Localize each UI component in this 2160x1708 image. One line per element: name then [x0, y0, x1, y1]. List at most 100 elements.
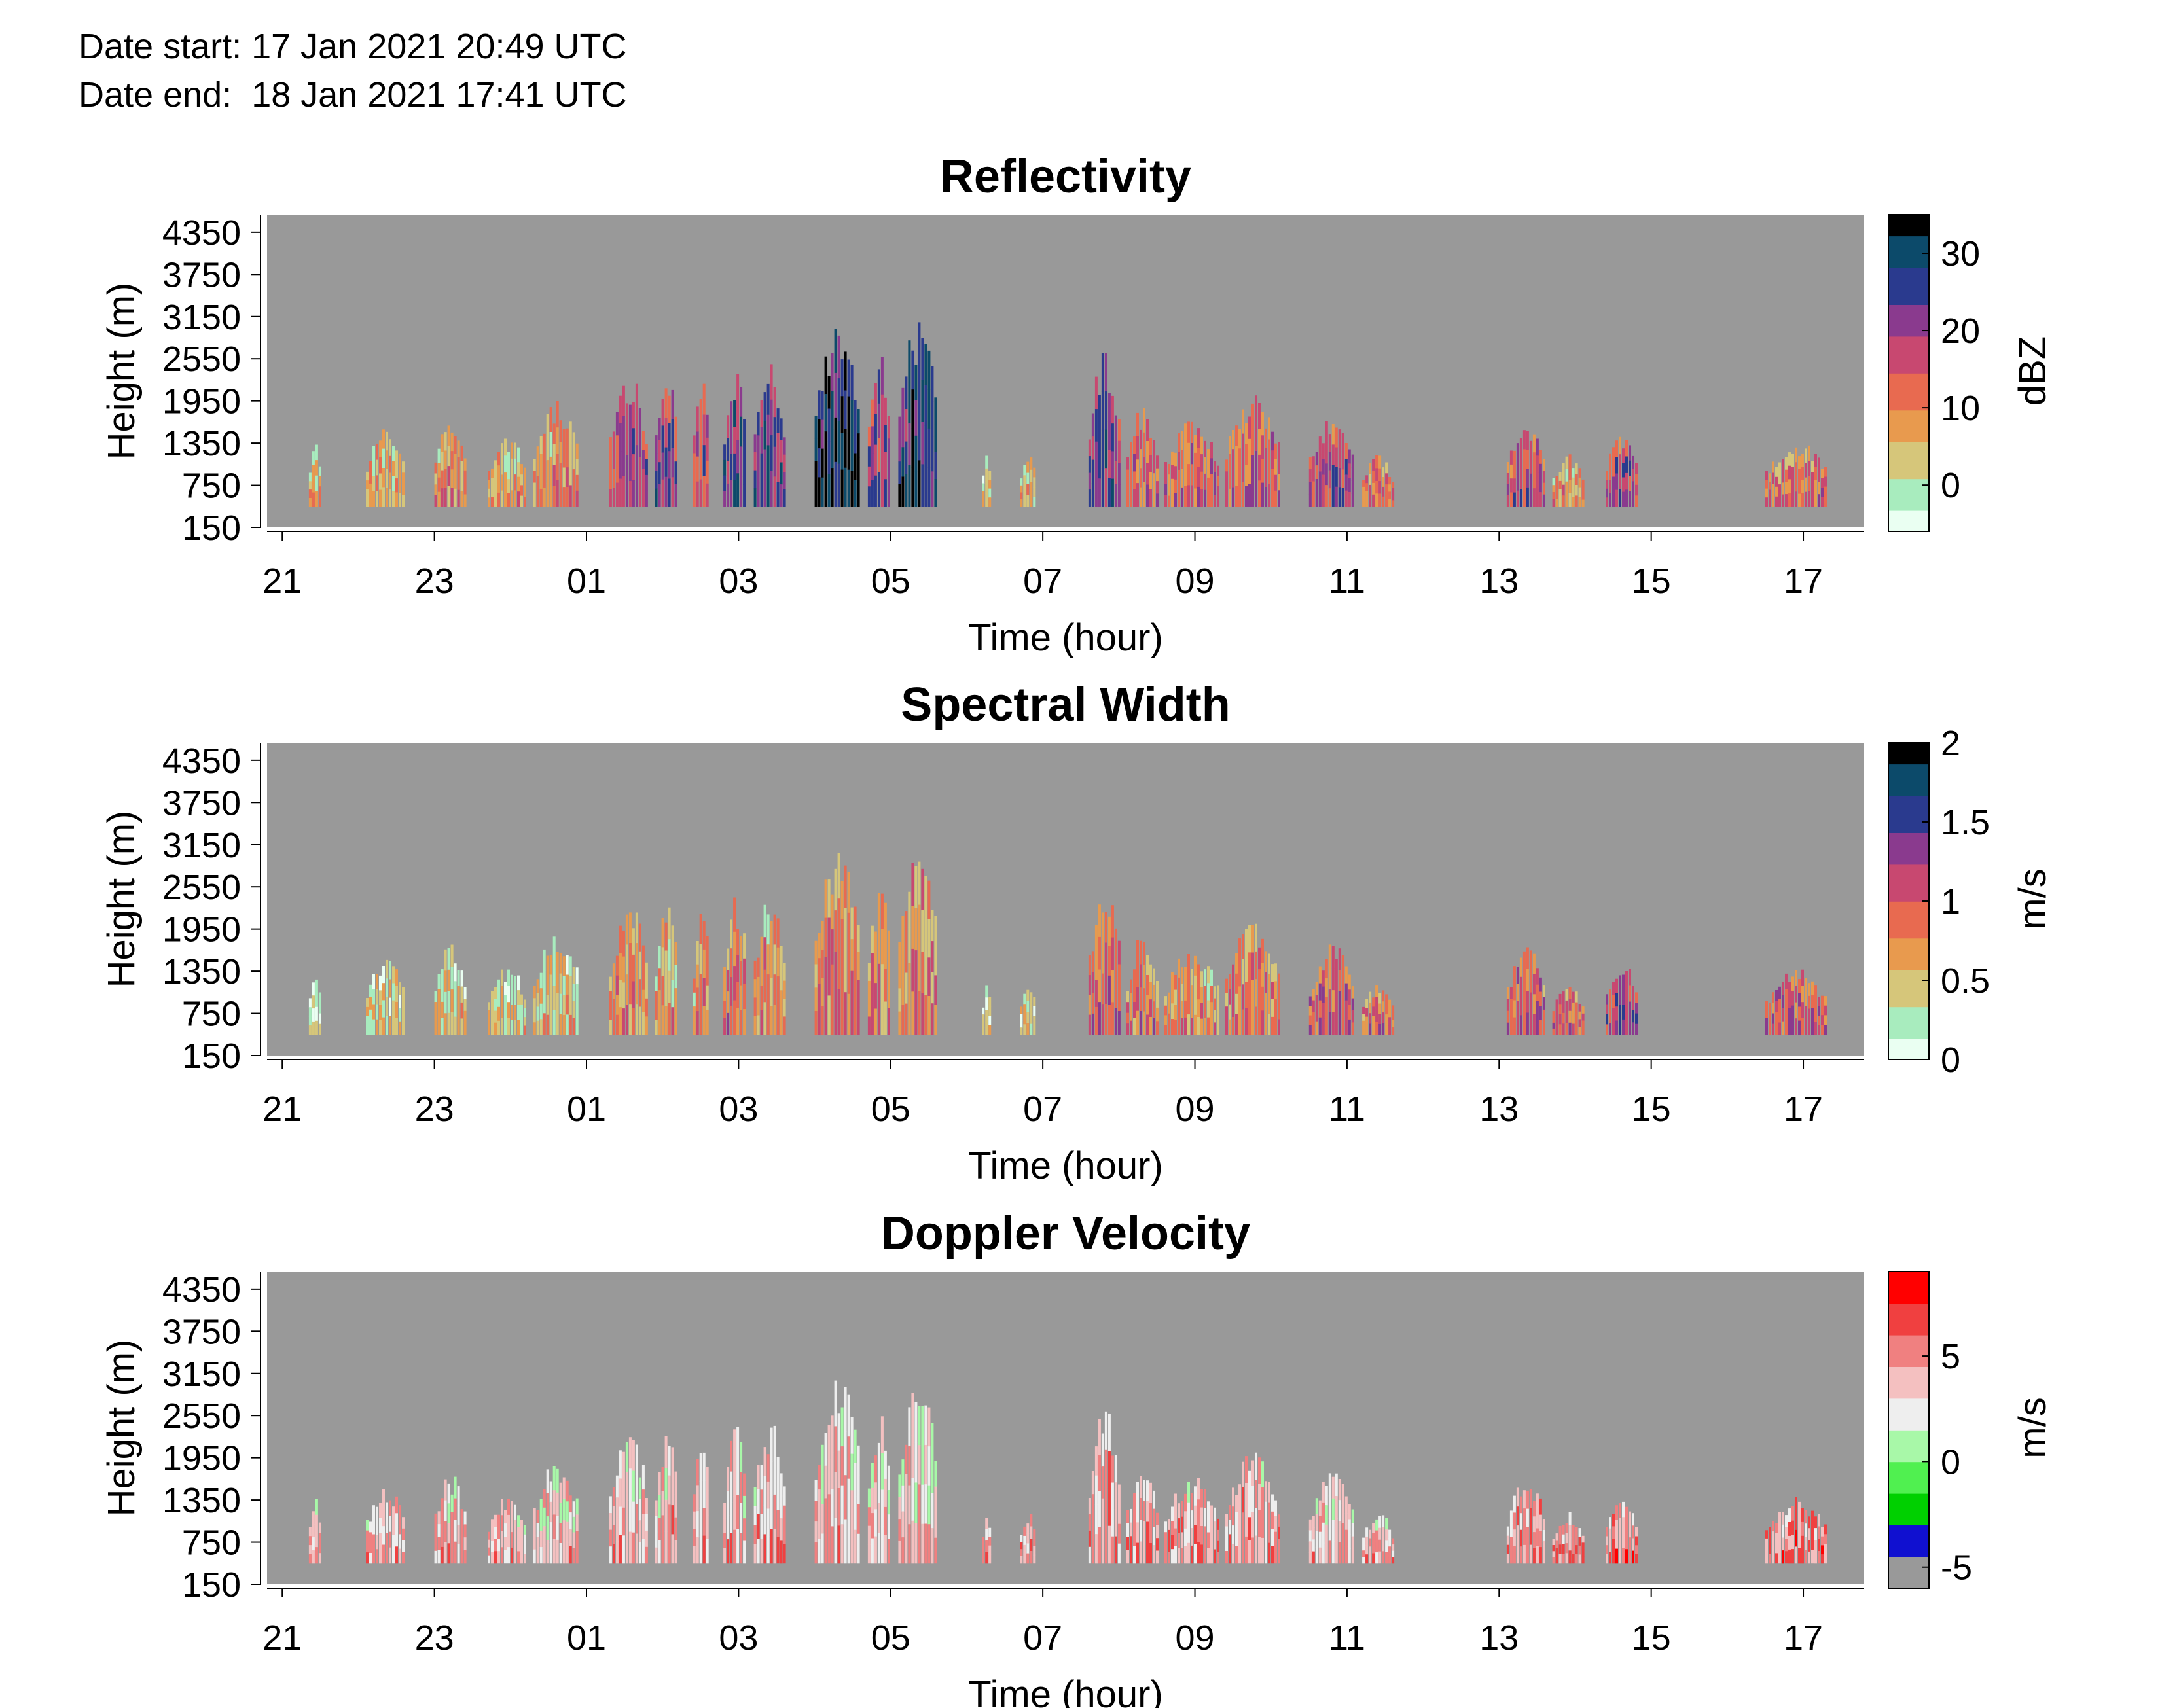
echo-cell	[546, 414, 549, 438]
echo-cell	[1388, 1025, 1392, 1035]
echo-cell	[1552, 1539, 1555, 1546]
colorbar-label: dBZ	[2011, 336, 2054, 406]
echo-cell	[1171, 987, 1174, 1004]
echo-cell	[702, 978, 706, 1006]
echo-cell	[1526, 947, 1529, 970]
echo-cell	[723, 1518, 727, 1534]
colorbar-swatch	[1888, 1303, 1929, 1309]
echo-cell	[1388, 491, 1392, 500]
echo-cell	[1795, 462, 1797, 478]
echo-cell	[733, 1000, 736, 1035]
echo-cell	[1805, 1550, 1807, 1564]
echo-cell	[1197, 982, 1200, 1000]
echo-cell	[312, 1524, 315, 1538]
echo-cell	[638, 979, 641, 1007]
echo-cell	[934, 1537, 937, 1564]
echo-cell	[1365, 1008, 1369, 1018]
echo-cell	[827, 474, 831, 507]
echo-cell	[1808, 1008, 1810, 1022]
echo-cell	[740, 1503, 743, 1533]
echo-column	[1126, 940, 1159, 1035]
echo-cell	[740, 476, 743, 507]
echo-cell	[533, 459, 536, 471]
echo-cell	[1117, 440, 1121, 463]
echo-cell	[988, 997, 992, 1007]
colorbar-swatch	[1888, 1001, 1929, 1008]
echo-cell	[1385, 473, 1388, 485]
echo-cell	[1619, 489, 1621, 507]
echo-cell	[773, 1529, 776, 1564]
echo-cell	[1023, 495, 1026, 507]
echo-cell	[434, 462, 437, 474]
colorbar-swatch	[1888, 346, 1929, 353]
echo-cell	[402, 1540, 405, 1552]
echo-cell	[818, 958, 821, 984]
echo-cell	[1258, 1484, 1261, 1511]
echo-cell	[552, 423, 556, 445]
echo-cell	[1308, 1530, 1312, 1542]
echo-cell	[392, 1535, 395, 1550]
echo-cell	[874, 1008, 877, 1035]
echo-cell	[437, 1019, 441, 1035]
echo-cell	[723, 1533, 727, 1549]
echo-cell	[706, 961, 709, 986]
echo-cell	[1795, 986, 1797, 1003]
echo-cell	[874, 475, 877, 507]
echo-cell	[743, 1540, 746, 1564]
echo-cell	[674, 416, 677, 440]
echo-cell	[1795, 1497, 1797, 1514]
echo-cell	[1506, 462, 1509, 474]
echo-column	[1506, 947, 1545, 1035]
echo-cell	[507, 465, 510, 480]
echo-cell	[1378, 455, 1382, 469]
echo-cell	[723, 1548, 727, 1564]
echo-cell	[874, 414, 877, 446]
echo-cell	[1242, 1512, 1244, 1539]
echo-cell	[562, 1014, 566, 1035]
echo-cell	[1140, 487, 1142, 507]
echo-cell	[871, 953, 874, 981]
echo-cell	[1529, 1013, 1532, 1035]
echo-cell	[1513, 492, 1516, 507]
echo-cell	[733, 931, 736, 967]
echo-cell	[533, 1010, 536, 1023]
echo-cell	[1568, 1550, 1572, 1564]
echo-cell	[757, 1514, 760, 1539]
echo-cell	[1782, 459, 1784, 471]
echo-cell	[1532, 452, 1536, 471]
echo-cell	[1625, 1003, 1628, 1020]
echo-cell	[1606, 497, 1608, 507]
echo-cell	[1382, 1527, 1385, 1540]
echo-cell	[556, 401, 559, 428]
echo-cell	[524, 467, 526, 478]
echo-cell	[674, 1517, 677, 1541]
echo-cell	[867, 486, 871, 507]
echo-cell	[447, 466, 450, 487]
echo-cell	[847, 1394, 850, 1437]
echo-cell	[1143, 1501, 1145, 1522]
echo-cell	[985, 1529, 988, 1541]
echo-cell	[517, 1527, 520, 1540]
echo-cell	[395, 1546, 398, 1564]
echo-cell	[1818, 1526, 1820, 1539]
echo-cell	[504, 455, 507, 473]
echo-cell	[834, 417, 837, 463]
echo-cell	[1164, 495, 1167, 507]
echo-cell	[536, 1006, 539, 1022]
echo-cell	[1136, 412, 1139, 437]
echo-cell	[934, 1461, 937, 1487]
echo-cell	[1612, 1526, 1615, 1539]
echo-cell	[504, 1537, 507, 1550]
echo-cell	[369, 472, 372, 484]
colorbar-swatch	[1888, 980, 1929, 986]
echo-cell	[1811, 1008, 1814, 1022]
echo-cell	[1558, 1544, 1562, 1554]
echo-cell	[1308, 482, 1312, 495]
echo-cell	[641, 469, 645, 488]
echo-column	[1088, 1411, 1121, 1564]
echo-cell	[1136, 483, 1139, 507]
echo-cell	[536, 446, 539, 462]
echo-cell	[1619, 1533, 1621, 1549]
echo-cell	[389, 961, 391, 980]
echo-cell	[543, 1507, 546, 1527]
